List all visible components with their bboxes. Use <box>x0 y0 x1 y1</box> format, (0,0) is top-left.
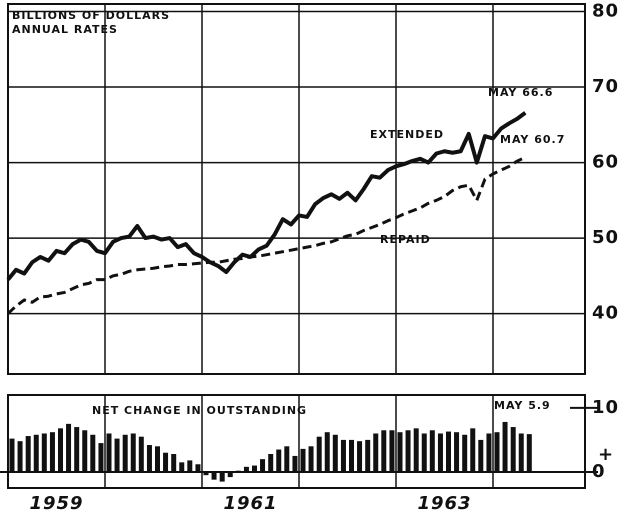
bar <box>227 471 233 478</box>
bar <box>9 438 15 472</box>
x-tick-label: 1963 <box>417 493 471 514</box>
bar <box>526 434 532 472</box>
bar <box>389 430 395 472</box>
value-label: MAY 66.6 <box>488 86 553 99</box>
y-tick-label: 50 <box>592 227 618 248</box>
bar <box>98 443 104 472</box>
bar <box>397 432 403 472</box>
bar <box>340 439 346 472</box>
bar <box>66 423 72 472</box>
bar <box>308 446 314 472</box>
bar <box>122 434 128 472</box>
bar <box>106 433 112 472</box>
bar <box>292 455 298 472</box>
bar <box>518 433 524 472</box>
sign-label: + <box>598 444 614 465</box>
bottom-frame <box>7 394 586 489</box>
bar <box>462 434 468 472</box>
bar <box>486 433 492 472</box>
bar <box>25 436 31 472</box>
bar <box>195 464 201 472</box>
bar <box>235 470 241 472</box>
bar <box>316 436 322 472</box>
y-tick-label: 80 <box>592 1 618 22</box>
bar <box>171 454 177 472</box>
bar <box>429 430 435 472</box>
bar <box>284 446 290 472</box>
bar <box>49 432 55 472</box>
bar <box>437 433 443 472</box>
bar <box>155 446 160 472</box>
bar <box>405 430 411 472</box>
bar <box>33 434 39 472</box>
bar <box>470 428 476 472</box>
series-line <box>6 111 527 281</box>
y-tick-label: 60 <box>592 152 618 173</box>
bar <box>138 436 144 472</box>
bar <box>187 460 193 472</box>
bar <box>300 448 306 472</box>
bar <box>421 433 427 472</box>
bar <box>381 430 387 472</box>
unit-label: ANNUAL RATES <box>12 23 118 36</box>
top-frame <box>7 3 586 375</box>
bar <box>446 431 451 472</box>
y-tick-label: 10 <box>592 397 618 418</box>
bar <box>114 438 120 472</box>
bar <box>349 439 354 472</box>
bar <box>58 428 63 472</box>
bar <box>219 471 225 482</box>
bar <box>502 421 508 472</box>
bar <box>324 432 330 472</box>
bar <box>454 432 460 472</box>
bar <box>365 439 371 472</box>
bar <box>478 439 484 472</box>
bar <box>211 471 217 480</box>
bar <box>276 449 282 472</box>
bar <box>413 428 419 472</box>
x-tick-label: 1961 <box>223 493 277 514</box>
bar <box>252 465 257 472</box>
value-label: MAY 5.9 <box>494 399 551 412</box>
y-tick-label: 70 <box>592 76 618 97</box>
series-label: EXTENDED <box>370 128 444 141</box>
value-label: MAY 60.7 <box>500 133 565 146</box>
bar <box>82 430 88 472</box>
bar <box>203 471 209 476</box>
bar <box>510 427 516 472</box>
bar <box>74 427 80 472</box>
bar <box>17 441 23 472</box>
y-tick-label: 0 <box>592 461 606 482</box>
bar <box>332 434 338 472</box>
bar <box>260 459 266 472</box>
bar <box>268 454 274 472</box>
bar <box>373 433 379 472</box>
bar <box>357 441 363 472</box>
bar <box>179 462 185 472</box>
x-tick-label: 1959 <box>29 493 83 514</box>
bar <box>163 452 169 472</box>
series-label: REPAID <box>380 233 431 246</box>
bar <box>243 466 249 472</box>
panel-title: NET CHANGE IN OUTSTANDING <box>92 404 307 417</box>
bar <box>494 432 500 472</box>
series-line <box>6 155 526 315</box>
bar <box>146 445 152 472</box>
bar <box>41 433 47 472</box>
bar <box>130 433 136 472</box>
y-tick-label: 40 <box>592 303 618 324</box>
bar <box>90 434 96 472</box>
